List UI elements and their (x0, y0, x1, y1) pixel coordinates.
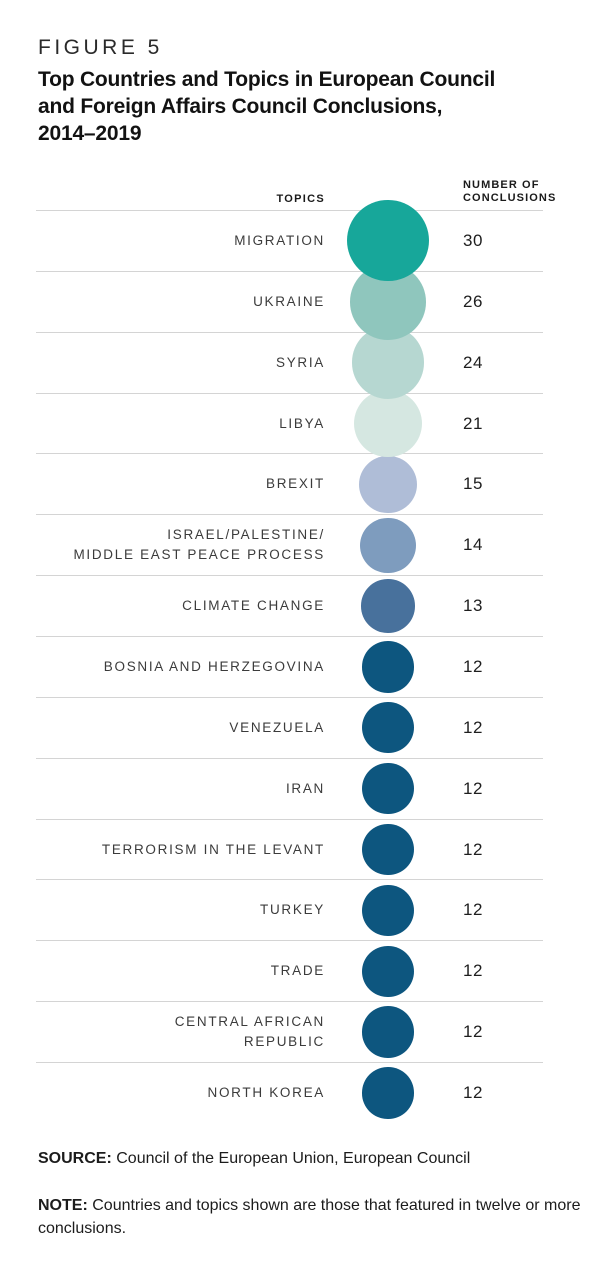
conclusions-count: 12 (463, 961, 483, 981)
figure-title-line: and Foreign Affairs Council Conclusions, (38, 95, 443, 118)
conclusions-count: 12 (463, 1082, 483, 1102)
value-bubble (362, 884, 414, 937)
source-text: Council of the European Union, European … (116, 1150, 471, 1167)
table-row: TRADE 12 (36, 940, 543, 1001)
conclusions-count: 12 (463, 900, 483, 920)
topic-label: BOSNIA AND HERZEGOVINA (103, 658, 325, 674)
conclusions-count: 12 (463, 656, 483, 676)
figure-title-line: 2014–2019 (38, 122, 142, 145)
topic-label: BREXIT (266, 476, 325, 492)
source-line: SOURCE: Council of the European Union, E… (38, 1150, 578, 1168)
column-header-topics: TOPICS (276, 193, 325, 205)
table-row: IRAN 12 (36, 757, 543, 819)
topic-label: TRADE (270, 963, 325, 979)
table-row: TERRORISM IN THE LEVANT 12 (36, 818, 543, 880)
conclusions-count: 12 (463, 778, 483, 798)
topic-label: CENTRAL AFRICAN REPUBLIC (174, 1014, 325, 1050)
note-line: NOTE: Countries and topics shown are tho… (38, 1194, 583, 1240)
topic-label: TERRORISM IN THE LEVANT (101, 841, 325, 857)
topic-label: ISRAEL/PALESTINE/MIDDLE EAST PEACE PROCE… (73, 527, 325, 563)
value-bubble (347, 200, 429, 282)
conclusions-count: 30 (463, 230, 483, 250)
conclusions-count: 15 (463, 474, 483, 494)
table-row: UKRAINE 26 (36, 264, 543, 340)
conclusions-count: 12 (463, 839, 483, 859)
topic-label: CLIMATE CHANGE (182, 598, 325, 614)
conclusions-count: 21 (463, 413, 483, 433)
topic-label: MIGRATION (234, 232, 325, 248)
figure-title-line: Top Countries and Topics in European Cou… (38, 68, 496, 91)
table-row: TURKEY 12 (36, 879, 543, 940)
conclusions-count: 24 (463, 352, 483, 372)
value-bubble (362, 1006, 414, 1058)
topic-label: SYRIA (275, 354, 325, 370)
topic-label: VENEZUELA (229, 719, 325, 735)
conclusions-count: 12 (463, 1022, 483, 1042)
topic-label: UKRAINE (253, 293, 325, 309)
topic-label: IRAN (285, 780, 325, 796)
figure-title: Top Countries and Topics in European Cou… (38, 66, 578, 147)
table-row: BREXIT 15 (36, 453, 543, 514)
conclusions-count: 14 (463, 535, 483, 555)
figure-number-label: FIGURE 5 (38, 36, 163, 59)
table-row: CLIMATE CHANGE 13 (36, 575, 543, 636)
note-label: NOTE: (38, 1197, 88, 1214)
value-bubble (354, 389, 422, 458)
conclusions-count: 26 (463, 291, 483, 311)
value-bubble (362, 945, 414, 997)
conclusions-count: 12 (463, 717, 483, 737)
table-row: BOSNIA AND HERZEGOVINA 12 (36, 636, 543, 697)
table-row: MIGRATION 30 (36, 200, 543, 282)
table-row: CENTRAL AFRICAN REPUBLIC 12 (36, 1001, 543, 1062)
table-row: LIBYA 21 (36, 389, 543, 458)
column-headers: TOPICS NUMBER OF CONCLUSIONS (36, 172, 555, 210)
value-bubble (362, 702, 414, 754)
column-header-line: NUMBER OF (463, 179, 540, 191)
table-row: SYRIA 24 (36, 326, 543, 399)
table-row: VENEZUELA 12 (36, 696, 543, 758)
column-header-number-of-conclusions: NUMBER OF CONCLUSIONS (463, 179, 556, 205)
table-row: ISRAEL/PALESTINE/MIDDLE EAST PEACE PROCE… (36, 514, 543, 575)
value-bubble (360, 517, 416, 573)
value-bubble (362, 1067, 414, 1119)
note-text: Countries and topics shown are those tha… (38, 1197, 581, 1237)
bubble-chart: TOPICS NUMBER OF CONCLUSIONS MIGRATION 30… (36, 172, 555, 1123)
source-label: SOURCE: (38, 1150, 112, 1167)
column-header-line: CONCLUSIONS (463, 192, 557, 204)
value-bubble (359, 455, 417, 514)
conclusions-count: 13 (463, 596, 483, 616)
table-row: NORTH KOREA 12 (36, 1062, 543, 1123)
value-bubble (361, 579, 415, 633)
chart-rows: MIGRATION 30 UKRAINE 26 SYRIA 24 LIBYA 21 BREXIT… (36, 200, 543, 1123)
topic-label: TURKEY (260, 902, 325, 918)
value-bubble (362, 763, 414, 815)
value-bubble (362, 641, 414, 693)
topic-label: NORTH KOREA (207, 1084, 325, 1100)
value-bubble (362, 823, 414, 876)
topic-label: LIBYA (279, 415, 325, 431)
